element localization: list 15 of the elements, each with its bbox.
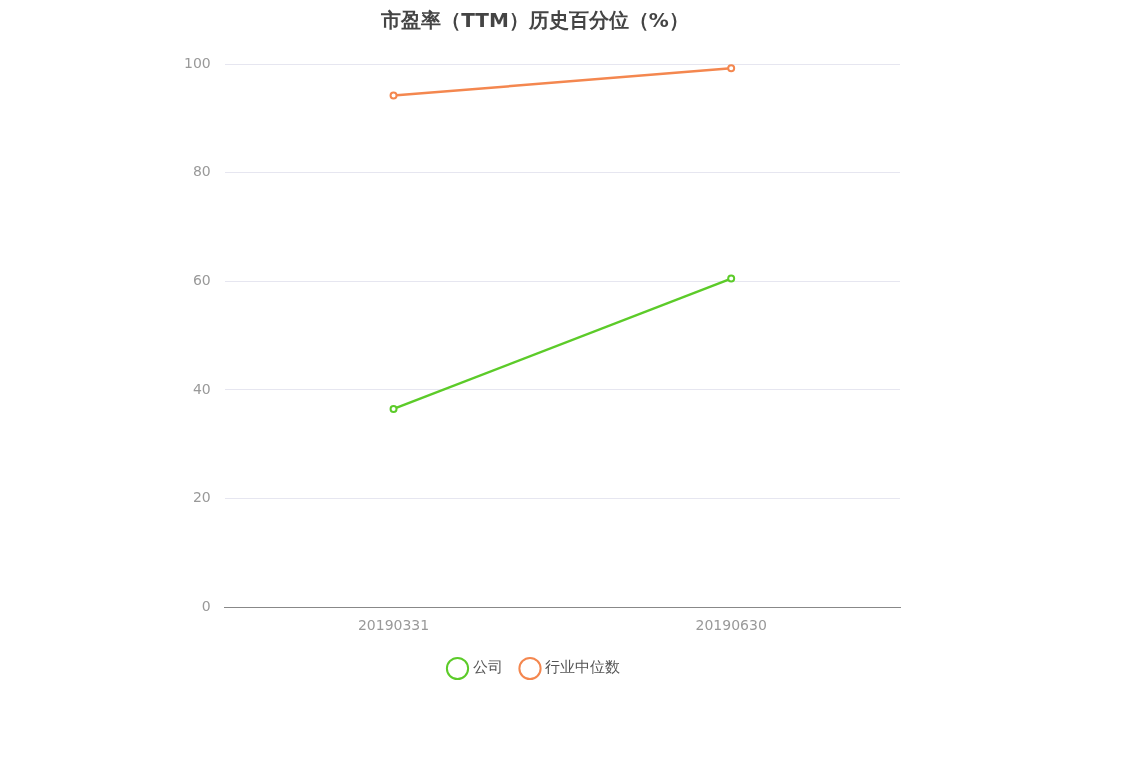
x-tick-label: 20190630: [695, 617, 767, 634]
y-tick-label: 100: [183, 54, 211, 71]
y-tick-label: 60: [192, 271, 211, 288]
legend-label: 公司: [472, 658, 503, 677]
y-tick-label: 40: [192, 380, 211, 397]
x-tick-label: 20190331: [357, 617, 430, 634]
y-tick-label: 20: [192, 489, 211, 506]
point: [727, 64, 736, 73]
point: [389, 91, 398, 100]
chart-title: 市盈率（TTM）历史百分位（%）: [380, 8, 689, 33]
point: [727, 274, 736, 283]
point: [389, 404, 398, 413]
legend-label: 行业中位数: [545, 658, 620, 677]
y-tick-label: 80: [192, 163, 211, 180]
y-tick-label: 0: [201, 597, 211, 614]
